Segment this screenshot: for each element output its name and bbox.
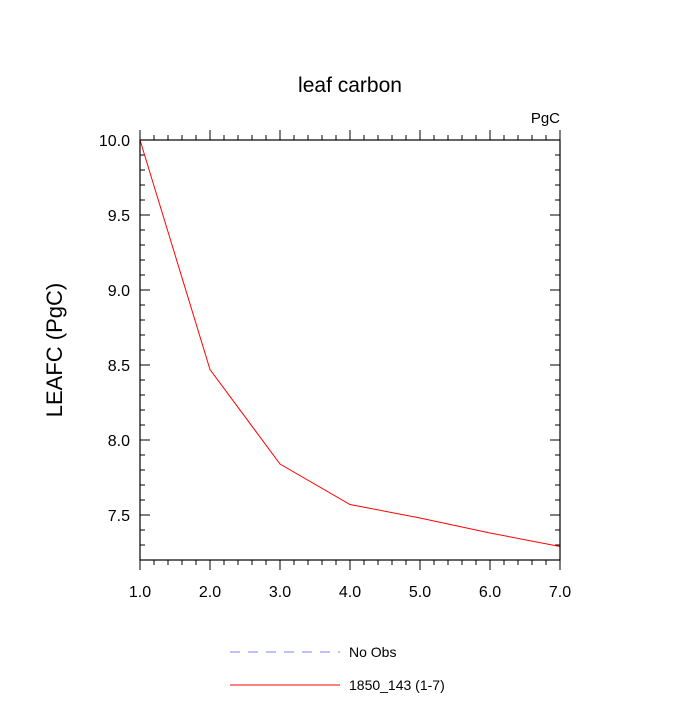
- plot-frame: [139, 139, 561, 561]
- series-layer: [139, 139, 561, 547]
- units-label: PgC: [531, 110, 560, 127]
- x-tick-label: 1.0: [129, 584, 151, 601]
- y-tick-label: 7.5: [108, 508, 130, 525]
- y-tick-label: 9.0: [108, 283, 130, 300]
- ticks-layer: 7.5 8.0 8.5 9.0 9.5 10.0 1.0 2.0 3.0 4.0 5.0 6.0 7.0: [99, 130, 571, 601]
- series-line: [139, 139, 561, 547]
- legend-label: No Obs: [349, 644, 396, 660]
- x-tick-label: 2.0: [199, 584, 221, 601]
- y-axis-label: LEAFC (PgC): [42, 283, 67, 417]
- y-tick-label: 8.0: [108, 433, 130, 450]
- y-tick-label: 10.0: [99, 133, 130, 150]
- x-tick-label: 6.0: [479, 584, 501, 601]
- chart-title: leaf carbon: [298, 74, 402, 97]
- y-tick-label: 9.5: [108, 208, 130, 225]
- x-tick-label: 5.0: [409, 584, 431, 601]
- x-tick-label: 3.0: [269, 584, 291, 601]
- x-tick-label: 4.0: [339, 584, 361, 601]
- legend: No Obs 1850_143 (1-7): [230, 644, 445, 693]
- x-tick-label: 7.0: [549, 584, 571, 601]
- legend-label: 1850_143 (1-7): [349, 677, 445, 693]
- y-tick-label: 8.5: [108, 358, 130, 375]
